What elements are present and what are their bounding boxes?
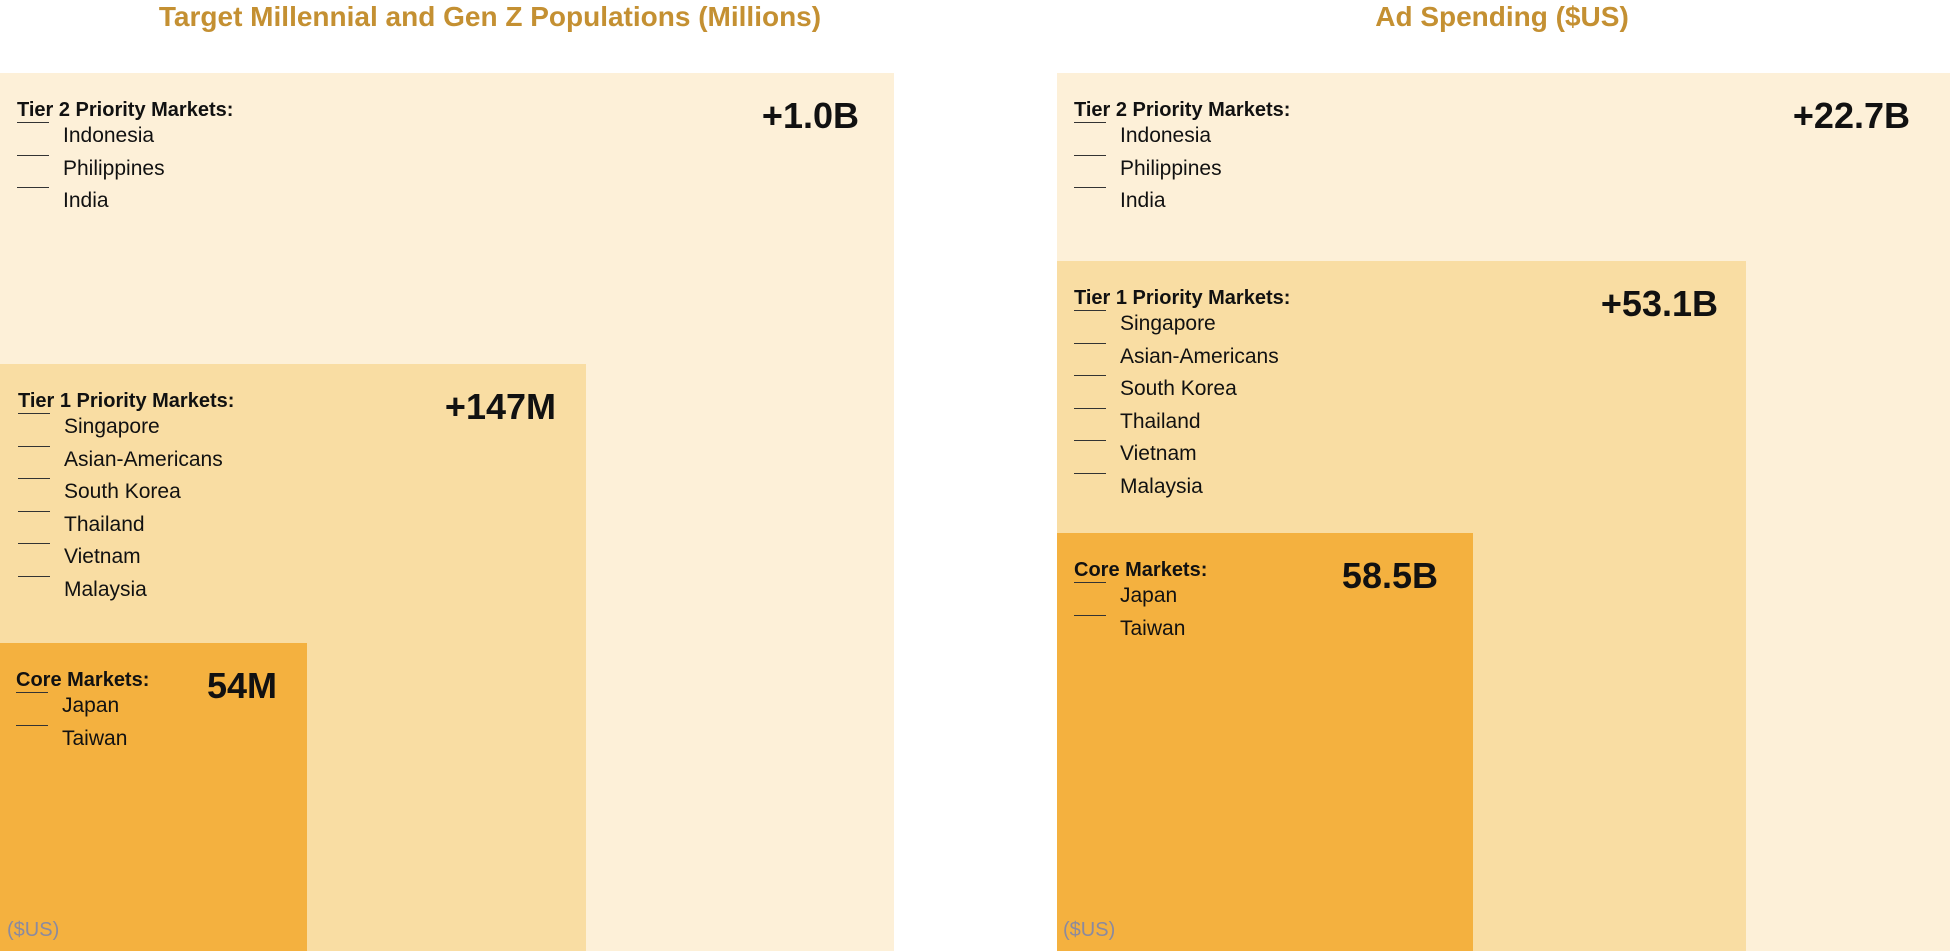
right-core-value: 58.5B [1341,555,1438,596]
right-tier1-market-item: Malaysia [1074,472,1279,508]
left-core-market-item: Taiwan [16,724,127,760]
left-tier1-market-item: Malaysia [18,575,223,611]
right-core-market-list: Japan Taiwan [1074,582,1185,650]
right-unit-note: ($US) [1063,919,1116,941]
left-tier2-market-item: Philippines [17,154,165,190]
left-tier1-value: +147M [444,386,556,427]
left-unit-note: ($US) [7,919,60,941]
right-tier1-market-item: South Korea [1074,375,1279,410]
left-core-value: 54M [206,665,277,706]
right-tier2-market-item: Indonesia [1074,122,1222,157]
right-core-market-item: Japan [1074,582,1185,617]
left-core-market-list: Japan Taiwan [16,692,127,760]
left-tier1-market-item: South Korea [18,478,223,513]
right-core-heading: Core Markets: [1074,559,1208,581]
right-panel-title: Ad Spending ($US) [1375,1,1629,32]
right-tier1-heading: Tier 1 Priority Markets: [1074,287,1291,309]
left-tier1-market-item: Singapore [18,413,223,448]
left-tier2-market-item: India [17,187,165,222]
right-tier2-market-item: Philippines [1074,154,1222,190]
left-tier1-market-item: Thailand [18,510,223,546]
left-tier1-market-item: Vietnam [18,543,223,578]
left-core-heading: Core Markets: [16,669,150,691]
right-tier1-market-list: Singapore Asian-Americans South Korea Thail… [1074,310,1279,508]
left-panel-title: Target Millennial and Gen Z Populations … [158,1,822,32]
right-tier1-market-item: Singapore [1074,310,1279,345]
right-tier1-market-item: Vietnam [1074,440,1279,475]
left-tier2-value: +1.0B [761,95,859,136]
right-tier2-heading: Tier 2 Priority Markets: [1074,99,1291,121]
left-tier2-market-list: Indonesia Philippines India [17,122,165,222]
right-tier2-market-list: Indonesia Philippines India [1074,122,1222,222]
right-core-market-item: Taiwan [1074,614,1185,650]
left-core-market-item: Japan [16,692,127,727]
left-tier1-market-list: Singapore Asian-Americans South Korea Thail… [18,413,223,611]
left-tier1-market-item: Asian-Americans [18,445,223,481]
right-tier1-market-item: Thailand [1074,407,1279,443]
left-core-box: Core Markets: Japan Taiwan 54M [0,643,307,951]
right-tier2-market-item: India [1074,187,1222,222]
right-tier1-market-item: Asian-Americans [1074,342,1279,378]
left-tier2-market-item: Indonesia [17,122,165,157]
left-tier1-heading: Tier 1 Priority Markets: [18,390,235,412]
right-tier2-value: +22.7B [1792,95,1910,136]
left-tier2-heading: Tier 2 Priority Markets: [17,99,234,121]
right-core-box: Core Markets: Japan Taiwan 58.5B [1057,533,1473,951]
right-tier1-value: +53.1B [1600,283,1718,324]
